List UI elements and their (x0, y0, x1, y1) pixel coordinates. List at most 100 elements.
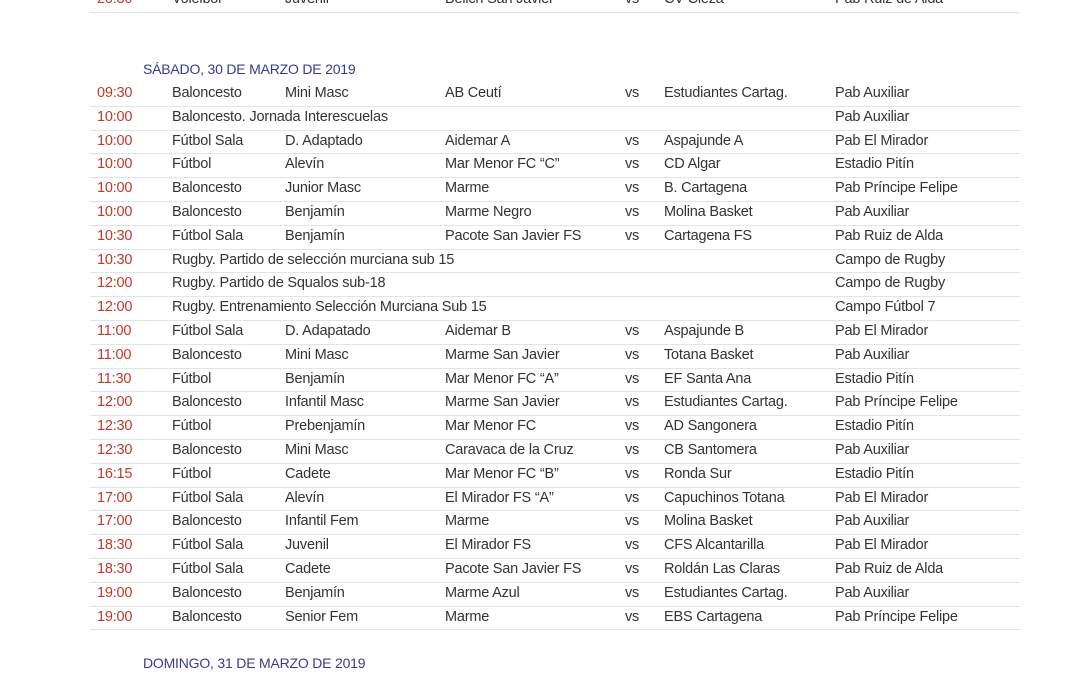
cell-vs: vs (625, 442, 640, 458)
cell-sport: Rugby. Partido de selección murciana sub… (172, 251, 455, 268)
cell-venue: Pab El Mirador (835, 323, 929, 339)
cell-home: Marme San Javier (445, 394, 560, 411)
cell-category: Mini Masc (285, 442, 349, 458)
cell-sport: Fútbol Sala (172, 489, 244, 506)
cell-venue: Pab Auxiliar (835, 108, 910, 125)
cell-away: CV Cieza (664, 0, 724, 7)
cell-away: EF Santa Ana (664, 370, 752, 387)
cell-sport: Baloncesto (172, 85, 242, 101)
cell-sport: Baloncesto (172, 204, 242, 220)
cell-time: 11:30 (97, 370, 132, 387)
cell-sport: Voleibol (172, 0, 221, 7)
cell-away: EBS Cartagena (664, 608, 763, 625)
cell-away: Molina Basket (664, 513, 753, 530)
cell-away: AD Sangonera (664, 418, 757, 435)
cell-sport: Fútbol (172, 370, 212, 387)
cell-sport: Fútbol Sala (172, 537, 244, 554)
cell-vs: vs (625, 489, 640, 506)
table-row: 17:00 Baloncesto Infantil Fem Marme vs Molina… (90, 510, 1020, 536)
cell-venue: Pab Ruiz de Alda (835, 0, 943, 7)
table-row: 10:00 Baloncesto Junior Masc Marme vs B. Cart… (90, 177, 1020, 202)
cell-home: Marme (445, 513, 490, 530)
table-row: 11:00 Fútbol Sala D. Adapatado Aidemar B vs A… (90, 320, 1020, 345)
cell-home: Mar Menor FC “A” (445, 370, 559, 387)
cell-sport: Rugby. Partido de Squalos sub-18 (172, 275, 386, 292)
cell-sport: Fútbol Sala (172, 227, 244, 244)
cell-away: Cartagena FS (664, 227, 752, 244)
cell-category: Benjamín (285, 584, 345, 601)
cell-sport: Baloncesto (172, 513, 242, 530)
cell-vs: vs (625, 0, 639, 7)
table-row: 20:30 Voleibol Juvenil Bellch San Javier vs C… (90, 0, 1020, 13)
cell-sport: Baloncesto. Jornada Interescuelas (172, 108, 388, 125)
cell-home: Aidemar B (445, 323, 511, 339)
cell-sport: Fútbol (172, 465, 212, 482)
cell-time: 10:30 (97, 227, 133, 244)
day-heading-saturday: SÁBADO, 30 DE MARZO DE 2019 (143, 61, 356, 77)
cell-category: Benjamín (285, 370, 345, 387)
cell-vs: vs (625, 513, 640, 530)
cell-home: Marme (445, 608, 490, 625)
cell-away: Estudiantes Cartag. (664, 584, 788, 601)
cell-vs: vs (625, 180, 640, 197)
table-row: 12:30 Baloncesto Mini Masc Caravaca de la C… (90, 439, 1020, 464)
cell-home: El Mirador FS “A” (445, 489, 554, 506)
cell-away: Roldán Las Claras (664, 561, 780, 577)
cell-home: Marme San Javier (445, 346, 560, 363)
cell-venue: Pab Príncipe Felipe (835, 180, 958, 197)
cell-venue: Pab El Mirador (835, 132, 929, 149)
table-row: 11:00 Baloncesto Mini Masc Marme San Javier… (90, 344, 1020, 369)
cell-time: 11:00 (97, 346, 132, 363)
cell-home: Caravaca de la Cruz (445, 442, 574, 458)
cell-away: Aspajunde B (664, 323, 745, 339)
table-row: 10:00 Fútbol Alevín Mar Menor FC “C” vs CD Al… (90, 153, 1020, 179)
cell-away: CFS Alcantarilla (664, 537, 764, 554)
table-row: 19:00 Baloncesto Benjamín Marme Azul vs Estud… (90, 582, 1020, 607)
cell-vs: vs (625, 394, 640, 411)
cell-time: 12:30 (97, 418, 133, 435)
cell-time: 20:30 (97, 0, 132, 7)
cell-time: 12:00 (97, 299, 133, 316)
cell-away: CD Algar (664, 156, 721, 173)
cell-away: Aspajunde A (664, 132, 744, 149)
cell-vs: vs (625, 132, 640, 149)
cell-home: Marme (445, 180, 490, 197)
cell-sport: Baloncesto (172, 608, 242, 625)
cell-venue: Campo de Rugby (835, 251, 946, 268)
cell-category: Infantil Fem (285, 513, 359, 530)
cell-time: 10:00 (97, 204, 133, 220)
cell-time: 10:00 (97, 132, 133, 149)
cell-category: Prebenjamín (285, 418, 366, 435)
cell-venue: Pab Auxiliar (835, 204, 910, 220)
cell-home: Marme Azul (445, 584, 520, 601)
cell-time: 19:00 (97, 608, 133, 625)
cell-time: 10:00 (97, 108, 133, 125)
cell-away: B. Cartagena (664, 180, 748, 197)
table-row: 12:00 Rugby. Entrenamiento Selección Murc… (90, 296, 1020, 321)
cell-venue: Pab Auxiliar (835, 513, 910, 530)
cell-sport: Rugby. Entrenamiento Selección Murciana … (172, 299, 487, 316)
cell-time: 19:00 (97, 584, 133, 601)
cell-venue: Campo Fútbol 7 (835, 299, 936, 316)
cell-sport: Fútbol Sala (172, 323, 244, 339)
cell-time: 17:00 (97, 513, 133, 530)
cell-away: Ronda Sur (664, 465, 732, 482)
cell-home: Mar Menor FC (445, 418, 537, 435)
cell-vs: vs (625, 323, 640, 339)
cell-time: 18:30 (97, 537, 133, 554)
cell-category: D. Adapatado (285, 323, 371, 339)
cell-vs: vs (625, 537, 640, 554)
cell-venue: Pab Auxiliar (835, 442, 910, 458)
cell-time: 10:30 (97, 251, 133, 268)
cell-category: D. Adaptado (285, 132, 363, 149)
cell-home: Mar Menor FC “B” (445, 465, 559, 482)
cell-venue: Pab Príncipe Felipe (835, 608, 958, 625)
cell-vs: vs (625, 608, 640, 625)
cell-venue: Pab Ruiz de Alda (835, 561, 944, 577)
day-heading-sunday: DOMINGO, 31 DE MARZO DE 2019 (143, 655, 366, 671)
cell-sport: Baloncesto (172, 346, 242, 363)
cell-time: 16:15 (97, 465, 133, 482)
cell-venue: Pab El Mirador (835, 537, 929, 554)
cell-venue: Campo de Rugby (835, 275, 946, 292)
cell-venue: Pab Auxiliar (835, 584, 910, 601)
